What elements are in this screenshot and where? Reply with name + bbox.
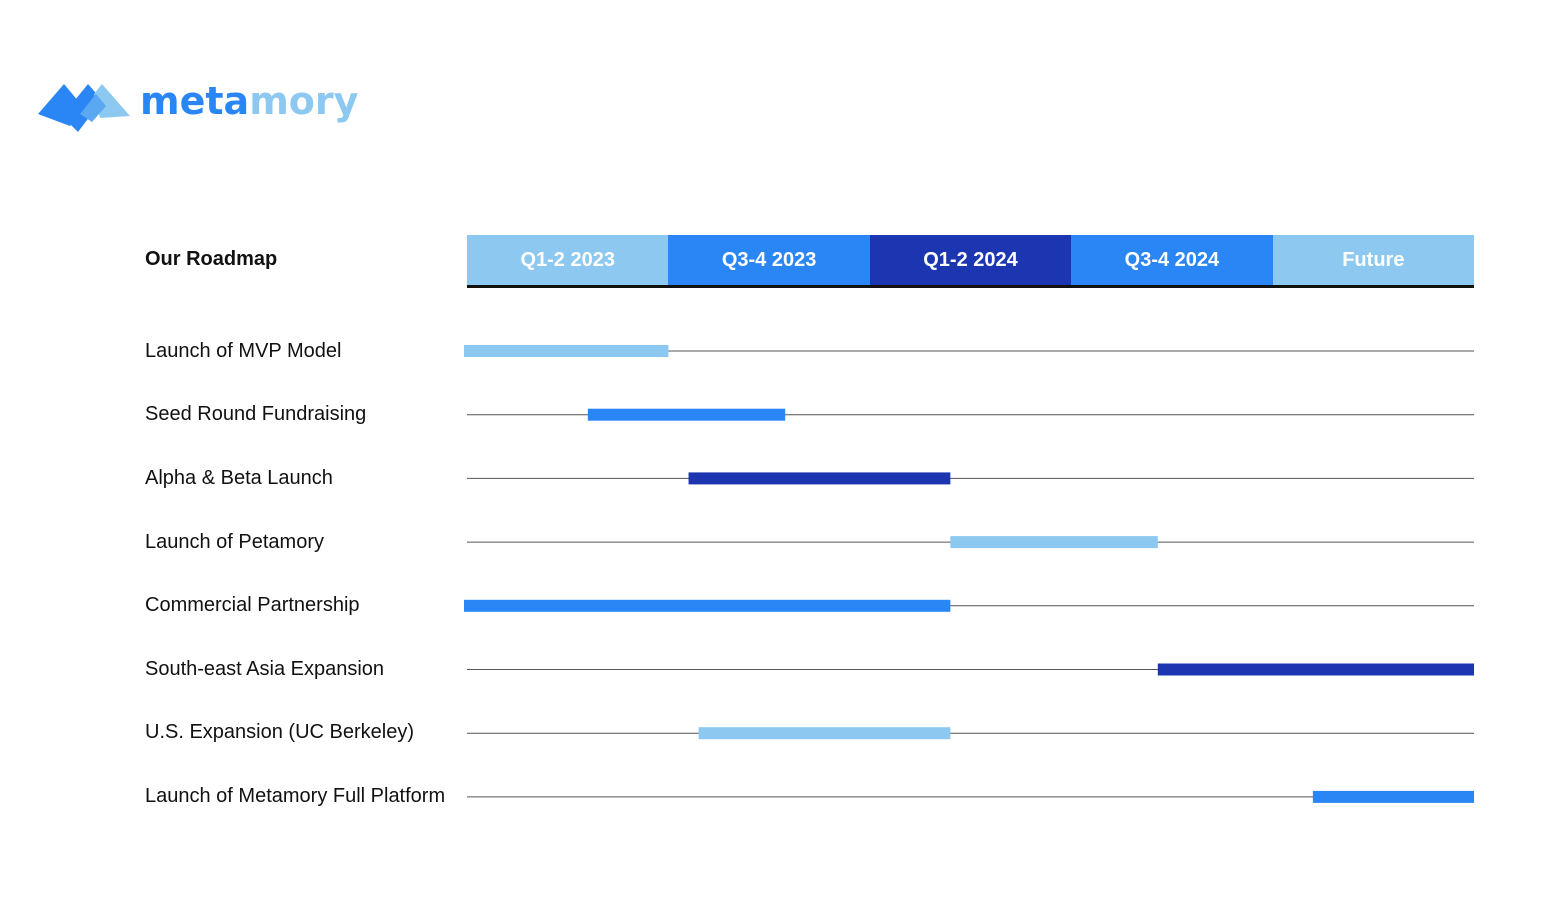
task-label-seed-round: Seed Round Fundraising [145,403,367,425]
task-label-alpha-beta: Alpha & Beta Launch [145,467,333,489]
task-bar [1157,663,1474,676]
task-label-us-expansion: U.S. Expansion (UC Berkeley) [145,721,414,743]
task-label-sea-expansion: South-east Asia Expansion [145,658,385,680]
task-bar [1312,790,1474,803]
roadmap-title: Our Roadmap [145,248,278,270]
task-label-full-platform: Launch of Metamory Full Platform [145,785,446,807]
metamory-wordmark: metamory [140,79,358,123]
period-header: Q1-2 2023 Q3-4 2023 Q1-2 2024 Q3-4 2024 … [467,235,1475,285]
task-bar [464,599,951,612]
task-label-commercial-partnership: Commercial Partnership [145,594,360,616]
task-bar [688,472,951,485]
period-header-cell-q3-4-2024: Q3-4 2024 [1071,235,1273,285]
wordmark-part2: mory [249,79,359,123]
task-label-petamory: Launch of Petamory [145,531,324,553]
header-rule [467,285,1474,288]
wordmark-part1: meta [140,79,250,123]
metamory-logo-icon [38,84,130,132]
task-bar [950,536,1158,549]
task-bar [464,345,669,357]
task-bar [698,727,951,740]
metamory-logo: metamory [36,72,358,136]
period-header-cell-future: Future [1272,235,1475,285]
task-label-mvp-model: Launch of MVP Model [145,340,342,362]
period-header-cell-q1-2-2023: Q1-2 2023 [467,235,669,285]
period-header-cell-q1-2-2024: Q1-2 2024 [869,235,1072,285]
task-bar [587,408,786,421]
period-header-cell-q3-4-2023: Q3-4 2023 [668,235,870,285]
